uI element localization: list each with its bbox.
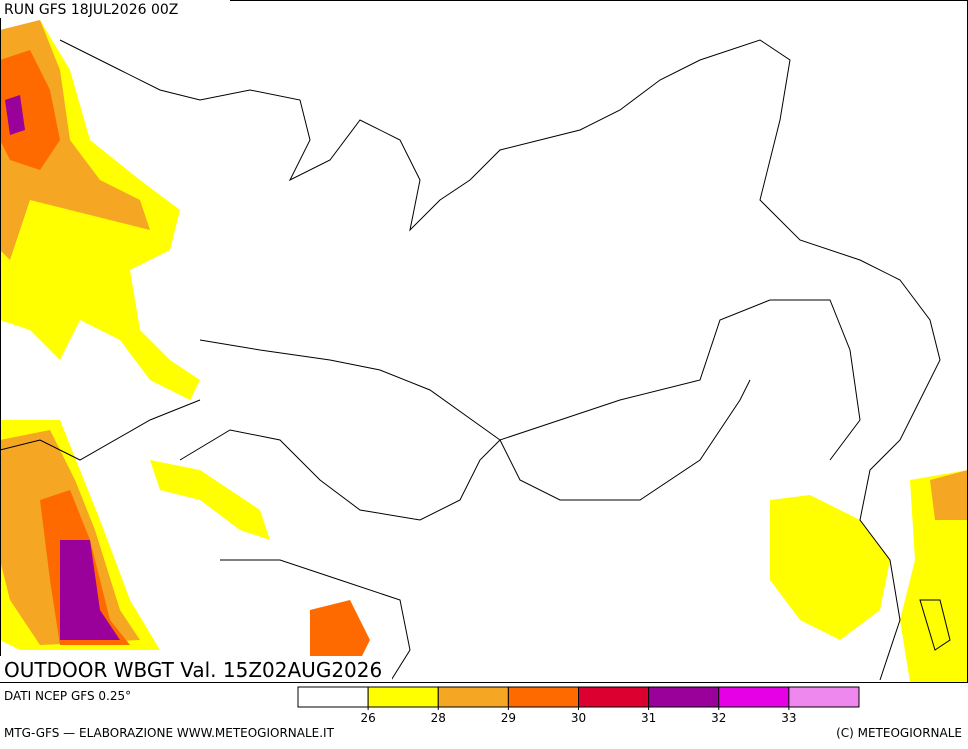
credit: MTG-GFS — ELABORAZIONE WWW.METEOGIORNALE…	[4, 726, 335, 740]
legend-tick-label: 32	[711, 711, 726, 725]
border	[0, 399, 201, 461]
legend-tick-label: 31	[641, 711, 656, 725]
zone-yellow	[770, 495, 890, 640]
map	[0, 0, 968, 683]
zone-purple	[60, 540, 120, 640]
legend-tick-label: 29	[501, 711, 516, 725]
legend-swatch	[297, 686, 369, 708]
border	[179, 429, 501, 521]
source: DATI NCEP GFS 0.25°	[4, 689, 131, 703]
header-bg	[0, 0, 230, 18]
legend: 26 28 29 30 31 32 33	[297, 686, 860, 725]
legend-swatch	[788, 686, 860, 708]
island	[919, 599, 951, 651]
border	[220, 559, 411, 683]
legend-swatch	[367, 686, 439, 708]
zone-orange	[930, 470, 968, 520]
legend-swatch	[718, 686, 790, 708]
legend-tick-label: 33	[781, 711, 796, 725]
legend-tick-label: 26	[360, 711, 375, 725]
legend-swatch	[648, 686, 720, 708]
legend-swatch	[578, 686, 650, 708]
map-title: OUTDOOR WBGT Val. 15Z02AUG2026	[4, 658, 382, 682]
copyright: (C) METEOGIORNALE	[836, 726, 962, 740]
title-bg	[0, 656, 392, 682]
run-label: RUN GFS 18JUL2026 00Z	[4, 2, 178, 18]
zone-dark-orange	[310, 600, 370, 660]
legend-tick-label: 30	[571, 711, 586, 725]
coastline	[59, 39, 941, 681]
zone-dark-orange	[0, 50, 60, 170]
legend-swatch	[507, 686, 579, 708]
zone-yellow	[150, 460, 270, 540]
zone-yellow	[900, 470, 968, 682]
zone-purple	[5, 95, 25, 135]
legend-swatch	[437, 686, 509, 708]
border	[199, 299, 861, 461]
legend-tick-label: 28	[431, 711, 446, 725]
border	[499, 379, 751, 501]
